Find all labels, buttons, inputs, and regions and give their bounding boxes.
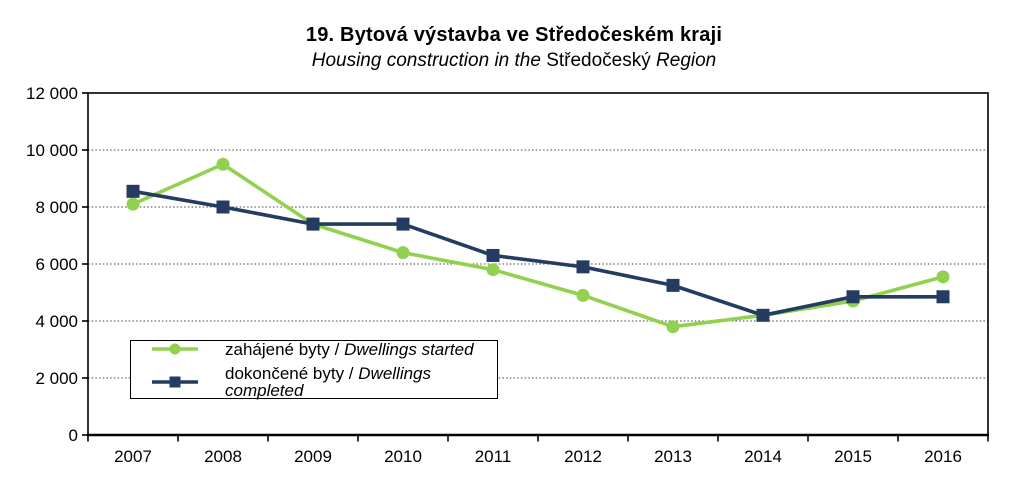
y-axis-label: 6 000 [35, 255, 78, 274]
x-axis-label: 2011 [475, 447, 512, 466]
legend-label: zahájené byty / Dwellings started [225, 339, 474, 359]
y-axis-label: 10 000 [26, 141, 78, 160]
data-point-circle [936, 270, 950, 284]
data-point-square [756, 308, 770, 322]
subtitle-part-italic-1: Housing construction in the [311, 50, 541, 71]
data-point-square [576, 260, 590, 274]
data-point-square [216, 200, 230, 214]
data-point-circle [396, 246, 410, 260]
x-axis-label: 2014 [744, 447, 782, 466]
data-point-square [666, 278, 680, 292]
line-square-marker-icon [152, 376, 198, 387]
y-axis-label: 8 000 [35, 198, 78, 217]
data-point-circle [486, 263, 500, 277]
x-axis-label: 2007 [114, 447, 152, 466]
data-point-square [846, 290, 860, 304]
data-point-square [936, 290, 950, 304]
series-line-started [132, 162, 944, 329]
x-axis-label: 2009 [294, 447, 332, 466]
y-axis-label: 4 000 [35, 312, 78, 331]
y-axis-label: 12 000 [26, 84, 78, 103]
line-circle-marker-icon [152, 343, 198, 355]
data-point-square [486, 248, 500, 262]
data-point-square [306, 217, 320, 231]
series-line-completed [132, 189, 943, 318]
data-point-square [126, 184, 140, 198]
data-point-circle [126, 197, 140, 211]
data-point-circle [666, 320, 680, 334]
legend-item-dwellings-completed: dokončené byty / Dwellings completed [151, 365, 497, 399]
x-axis-label: 2015 [834, 447, 872, 466]
x-axis-label: 2008 [204, 447, 242, 466]
x-axis-label: 2016 [924, 447, 962, 466]
x-axis-label: 2012 [564, 447, 602, 466]
chart-title: 19. Bytová výstavba ve Středočeském kraj… [305, 24, 723, 46]
chart-subtitle: Housing construction in the Středočeský … [0, 50, 1028, 72]
data-point-square [396, 217, 410, 231]
data-point-circle [576, 288, 590, 302]
subtitle-part-italic-2: Region [656, 50, 717, 71]
x-axis-label: 2013 [654, 447, 692, 466]
chart-legend: zahájené byty / Dwellings started dokonč… [130, 340, 498, 399]
legend-item-dwellings-started: zahájené byty / Dwellings started [151, 341, 497, 358]
x-axis-label: 2010 [384, 447, 422, 466]
y-axis-label: 0 [69, 426, 78, 445]
subtitle-part-roman: Středočeský [546, 50, 651, 71]
data-point-circle [216, 157, 230, 171]
legend-label: dokončené byty / Dwellings completed [225, 363, 432, 400]
y-axis-label: 2 000 [35, 369, 78, 388]
